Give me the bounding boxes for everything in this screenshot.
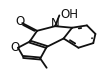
Text: O: O	[11, 41, 20, 54]
Text: OH: OH	[60, 8, 78, 21]
Text: N: N	[51, 17, 59, 30]
Text: O: O	[15, 15, 24, 28]
